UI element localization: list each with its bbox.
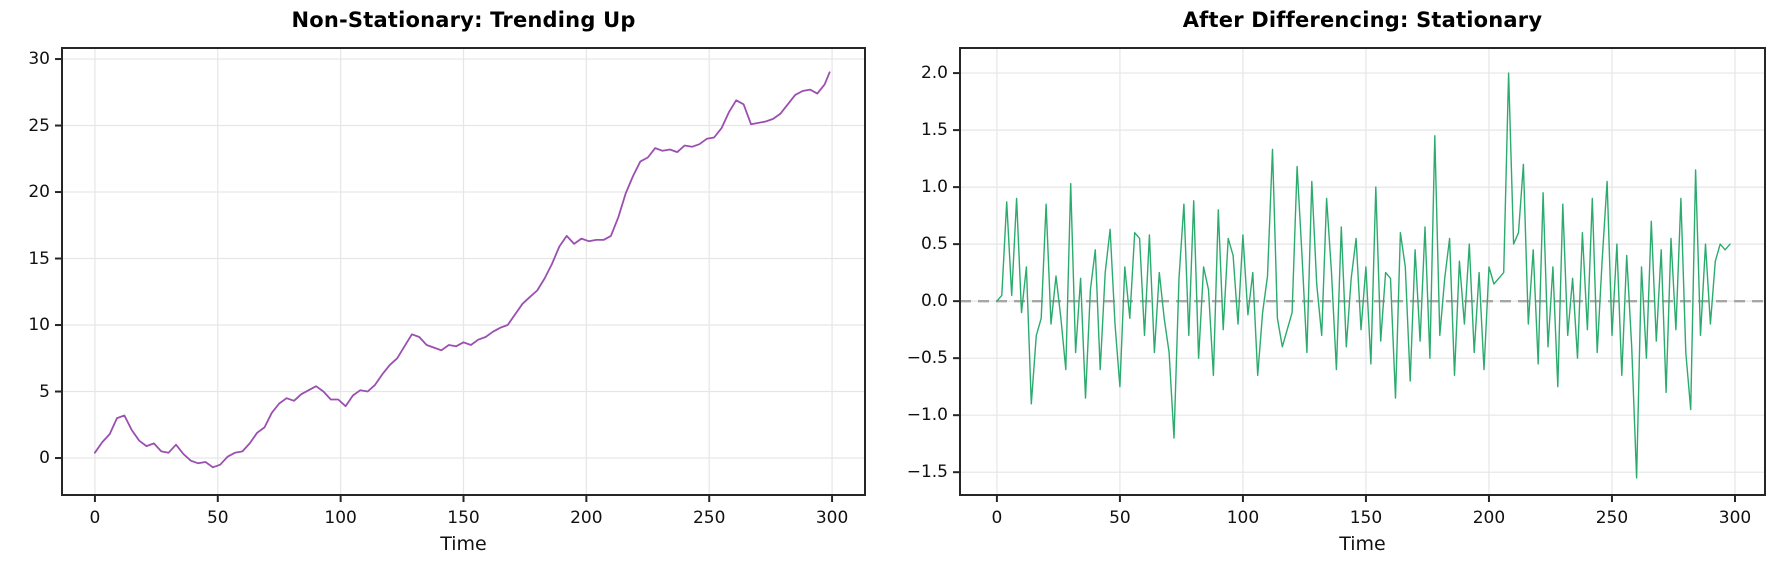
axes-spines (959, 47, 1766, 496)
y-tick-label: 1.0 (920, 177, 948, 198)
y-tick-label: 10 (28, 315, 50, 336)
x-tick-label: 250 (1595, 508, 1629, 528)
x-tick-label: 100 (1226, 508, 1260, 528)
x-tick-label: 150 (1349, 508, 1383, 528)
plot-area (953, 47, 1766, 502)
x-tick-label: 100 (324, 508, 357, 528)
x-tick-label: 300 (1718, 508, 1752, 528)
y-tick-label: 20 (28, 182, 50, 203)
x-tick-label: 200 (1472, 508, 1506, 528)
x-tick-label: 200 (570, 508, 603, 528)
x-tick-label: 0 (89, 508, 101, 528)
y-tick-label: 5 (39, 381, 50, 402)
x-tick-label: 0 (991, 508, 1003, 528)
y-tick-label: 1.5 (920, 120, 948, 141)
series-line (94, 71, 831, 469)
right-chart-title: After Differencing: Stationary (1182, 8, 1543, 32)
y-tick-label: 2.0 (920, 63, 948, 84)
left-chart-xlabel: Time (440, 533, 487, 555)
x-tick-label: 150 (447, 508, 480, 528)
y-tick-label: 15 (28, 248, 50, 269)
y-tick-label: −1.5 (906, 462, 948, 483)
right-chart-xlabel: Time (1339, 533, 1386, 555)
plot-area (55, 47, 866, 502)
x-tick-label: 50 (1109, 508, 1131, 528)
x-tick-label: 300 (815, 508, 849, 528)
left-chart-title: Non-Stationary: Trending Up (291, 8, 636, 32)
y-tick-label: −0.5 (906, 348, 948, 369)
y-tick-label: 30 (28, 49, 50, 70)
y-tick-label: −1.0 (906, 405, 948, 426)
y-tick-label: 25 (28, 115, 50, 136)
x-tick-label: 50 (206, 508, 229, 528)
y-tick-label: 0.5 (920, 234, 948, 255)
series-line (996, 72, 1731, 479)
y-tick-label: 0 (39, 448, 50, 469)
x-tick-label: 250 (692, 508, 726, 528)
y-tick-label: 0.0 (920, 291, 948, 312)
